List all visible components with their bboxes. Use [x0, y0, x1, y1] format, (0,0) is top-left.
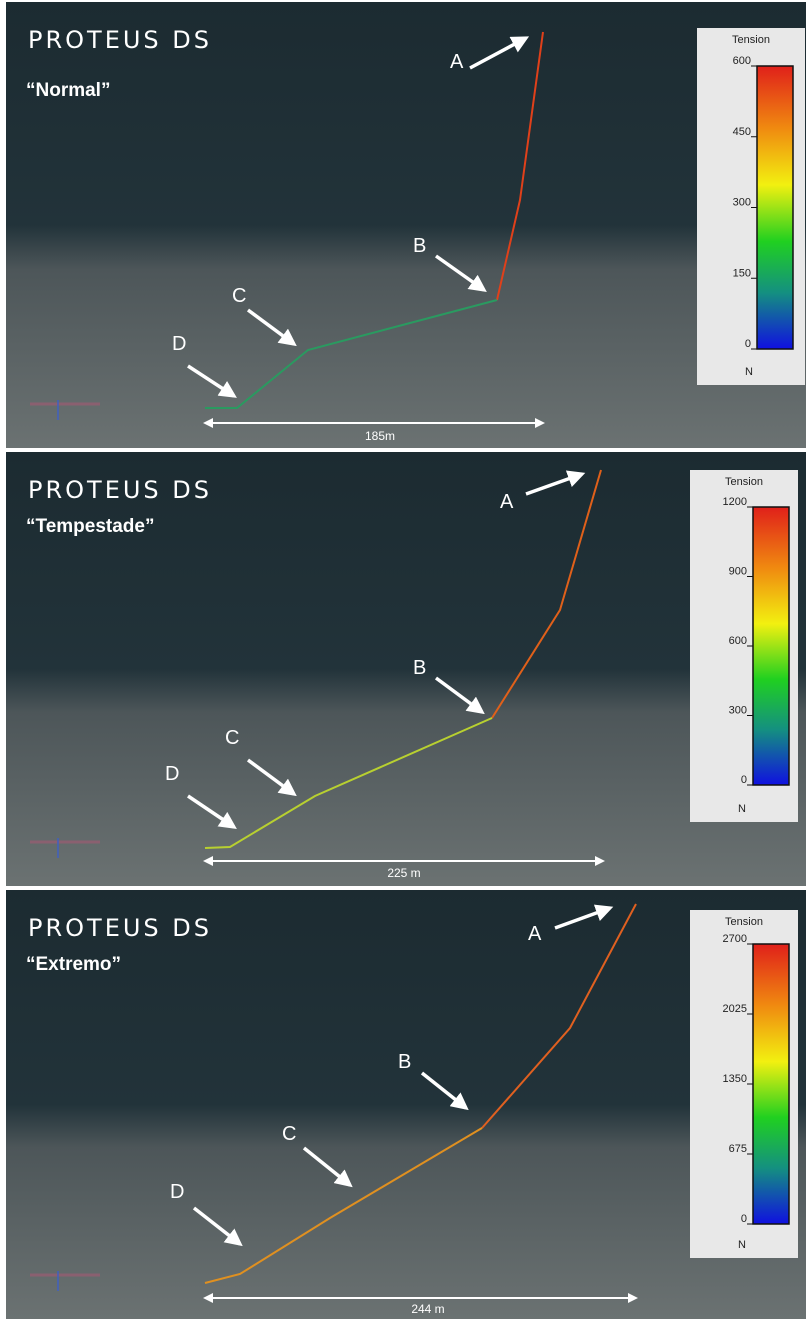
- colorbar-unit: N: [738, 1239, 746, 1251]
- point-label: B: [413, 235, 426, 257]
- panel: PROTEUS DS “Tempestade” A B C D 225 m Tension 0 3…: [6, 452, 806, 886]
- colorbar-tick-label: 1200: [723, 496, 747, 508]
- colorbar-title: Tension: [725, 916, 763, 928]
- page: {"panels": [ {"logo": "PROTEUS DS", "sce…: [0, 0, 812, 1321]
- logo: PROTEUS DS: [28, 26, 212, 54]
- logo: PROTEUS DS: [28, 476, 212, 504]
- point-label: D: [170, 1181, 184, 1203]
- point-label: A: [450, 51, 464, 73]
- panel: PROTEUS DS “Normal” A B C D 185m Tension 0 150 300…: [6, 2, 806, 448]
- scene-background: [6, 2, 806, 448]
- colorbar-scale: [757, 66, 793, 349]
- point-label: C: [232, 285, 246, 307]
- point-label: A: [528, 923, 542, 945]
- colorbar-tick-label: 2700: [723, 933, 747, 945]
- colorbar-tick-label: 900: [729, 566, 747, 578]
- colorbar-tick-label: 0: [741, 1213, 747, 1225]
- point-label: C: [225, 727, 239, 749]
- colorbar-title: Tension: [725, 476, 763, 488]
- colorbar-unit: N: [738, 803, 746, 815]
- colorbar-scale: [753, 507, 789, 785]
- logo: PROTEUS DS: [28, 914, 212, 942]
- point-label: C: [282, 1123, 296, 1145]
- point-label: D: [172, 333, 186, 355]
- colorbar-tick-label: 1350: [723, 1073, 747, 1085]
- distance-label: 225 m: [387, 866, 420, 880]
- colorbar-scale: [753, 944, 789, 1224]
- colorbar-tick-label: 450: [733, 126, 751, 138]
- scenario-name: “Extremo”: [26, 954, 121, 975]
- colorbar-tick-label: 300: [729, 705, 747, 717]
- colorbar-tick-label: 0: [741, 774, 747, 786]
- scenario-name: “Normal”: [26, 80, 110, 101]
- colorbar-tick-label: 300: [733, 197, 751, 209]
- colorbar-tick-label: 600: [733, 55, 751, 67]
- point-label: A: [500, 491, 514, 513]
- distance-label: 244 m: [411, 1302, 444, 1316]
- distance-label: 185m: [365, 429, 395, 443]
- colorbar-tick-label: 2025: [723, 1003, 747, 1015]
- point-label: B: [413, 657, 426, 679]
- point-label: D: [165, 763, 179, 785]
- panel: PROTEUS DS “Extremo” A B C D 244 m Tension 0 675 1…: [6, 890, 806, 1319]
- scene-background: [6, 890, 806, 1319]
- colorbar-tick-label: 600: [729, 635, 747, 647]
- point-label: B: [398, 1051, 411, 1073]
- colorbar-tick-label: 0: [745, 338, 751, 350]
- colorbar-unit: N: [745, 366, 753, 378]
- scenario-name: “Tempestade”: [26, 516, 154, 537]
- colorbar-title: Tension: [732, 34, 770, 46]
- colorbar-tick-label: 150: [733, 267, 751, 279]
- figure: PROTEUS DS “Normal” A B C D 185m Tension 0 150 300…: [0, 0, 812, 1321]
- colorbar-tick-label: 675: [729, 1143, 747, 1155]
